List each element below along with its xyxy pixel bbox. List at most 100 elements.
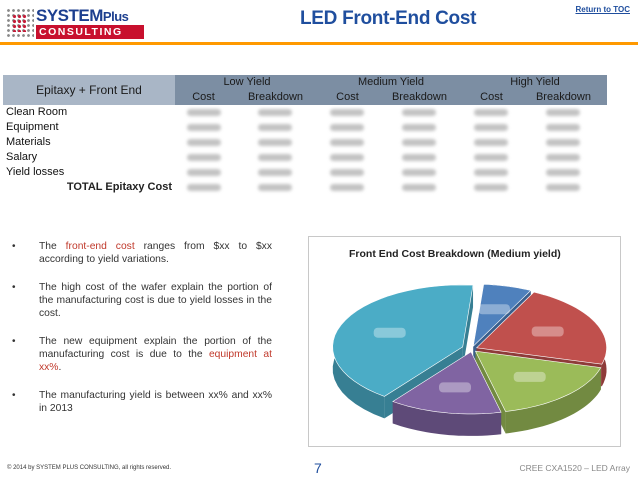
table-row: Equipment: [3, 120, 607, 135]
redacted-value-mark: [402, 168, 437, 176]
table-sub-header: Cost: [462, 90, 520, 105]
redacted-cell: [376, 150, 463, 165]
bullet-list: • The front-end cost ranges from $xx to $…: [12, 240, 272, 430]
logo-bottom-text: CONSULTING: [36, 25, 144, 39]
redacted-cell: [520, 135, 607, 150]
footer-copyright: © 2014 by SYSTEM PLUS CONSULTING, all ri…: [7, 465, 172, 471]
redacted-value-mark: [258, 153, 293, 161]
redacted-slice-label: [531, 326, 564, 337]
redacted-cell: [319, 105, 376, 120]
redacted-value-mark: [186, 123, 221, 131]
table-main-header: Epitaxy + Front End: [3, 75, 175, 105]
redacted-cell: [520, 105, 607, 120]
bullet-item: • The front-end cost ranges from $xx to $…: [12, 241, 272, 265]
bullet-dot-icon: •: [12, 282, 16, 293]
redacted-cell: [232, 135, 319, 150]
redacted-value-mark: [402, 183, 437, 191]
redacted-cell: [463, 180, 520, 195]
redacted-value-mark: [474, 123, 509, 131]
redacted-cell: [376, 135, 463, 150]
redacted-value-mark: [402, 138, 437, 146]
redacted-value-mark: [546, 183, 581, 191]
pie-slice: [472, 283, 532, 347]
redacted-cell: [232, 105, 319, 120]
redacted-cell: [175, 180, 232, 195]
cost-table: Epitaxy + Front End Low Yield Medium Yie…: [3, 75, 607, 195]
redacted-cell: [232, 180, 319, 195]
chart-title: Front End Cost Breakdown (Medium yield): [349, 248, 561, 260]
header-divider: [0, 42, 638, 45]
redacted-value-mark: [402, 108, 437, 116]
redacted-cell: [463, 135, 520, 150]
redacted-value-mark: [546, 123, 581, 131]
redacted-cell: [319, 165, 376, 180]
table-sub-header: Breakdown: [232, 90, 319, 105]
table-sub-header: Cost: [318, 90, 376, 105]
redacted-value-mark: [258, 108, 293, 116]
redacted-value-mark: [330, 108, 365, 116]
redacted-cell: [463, 105, 520, 120]
bullet-item: • The new equipment explain the portion o…: [12, 336, 272, 373]
table-row: Salary: [3, 150, 607, 165]
redacted-cell: [175, 120, 232, 135]
redacted-cell: [520, 165, 607, 180]
redacted-cell: [232, 150, 319, 165]
redacted-cell: [520, 120, 607, 135]
redacted-slice-label: [478, 304, 510, 315]
redacted-cell: [175, 165, 232, 180]
redacted-value-mark: [474, 168, 509, 176]
redacted-value-mark: [546, 108, 581, 116]
row-label: Salary: [6, 151, 38, 163]
redacted-cell: [319, 120, 376, 135]
pie-chart: [332, 283, 607, 436]
pie-slice: [474, 350, 602, 412]
redacted-value-mark: [258, 168, 293, 176]
row-label: Materials: [6, 136, 51, 148]
redacted-value-mark: [330, 168, 365, 176]
redacted-value-mark: [546, 138, 581, 146]
redacted-cell: [175, 105, 232, 120]
redacted-cell: [376, 180, 463, 195]
pie-slice: [475, 291, 607, 365]
redacted-cell: [463, 120, 520, 135]
page-title: LED Front-End Cost: [300, 8, 477, 29]
company-logo: SYSTEMPlus CONSULTING: [6, 6, 144, 40]
table-sub-header: Breakdown: [375, 90, 463, 105]
redacted-cell: [376, 165, 463, 180]
bullet-item: • The high cost of the wafer explain the …: [12, 282, 272, 319]
pie-slice-side: [392, 401, 502, 436]
logo-top-text: SYSTEM: [36, 6, 103, 25]
pie-slice: [332, 284, 474, 397]
return-to-toc-link[interactable]: Return to TOC: [575, 5, 630, 14]
bullet-dot-icon: •: [12, 336, 16, 347]
table-group-header: High Yield: [462, 75, 607, 90]
table-row: TOTAL Epitaxy Cost: [3, 180, 607, 195]
pie-slice-edge: [462, 285, 474, 369]
redacted-value-mark: [258, 138, 293, 146]
redacted-value-mark: [186, 183, 221, 191]
footer-document-name: CREE CXA1520 – LED Array: [519, 463, 630, 473]
pie-slice-side: [505, 367, 601, 434]
redacted-cell: [319, 150, 376, 165]
redacted-value-mark: [330, 153, 365, 161]
redacted-value-mark: [474, 153, 509, 161]
redacted-cell: [520, 150, 607, 165]
redacted-value-mark: [402, 123, 437, 131]
row-label: Yield losses: [6, 166, 65, 178]
redacted-value-mark: [546, 168, 581, 176]
redacted-slice-label: [373, 327, 406, 338]
table-sub-header: Cost: [175, 90, 232, 105]
redacted-value-mark: [474, 183, 509, 191]
table-row: Clean Room: [3, 105, 607, 120]
pie-chart-frame: Front End Cost Breakdown (Medium yield): [308, 236, 621, 447]
row-label: Equipment: [6, 121, 59, 133]
total-row-label: TOTAL Epitaxy Cost: [66, 181, 172, 193]
redacted-cell: [319, 180, 376, 195]
redacted-value-mark: [186, 168, 221, 176]
redacted-value-mark: [546, 153, 581, 161]
logo-plus-text: Plus: [102, 9, 129, 24]
redacted-cell: [175, 135, 232, 150]
table-group-header: Medium Yield: [318, 75, 463, 90]
row-label: Clean Room: [6, 106, 68, 118]
bullet-item: • The manufacturing yield is between xx% …: [12, 390, 272, 414]
